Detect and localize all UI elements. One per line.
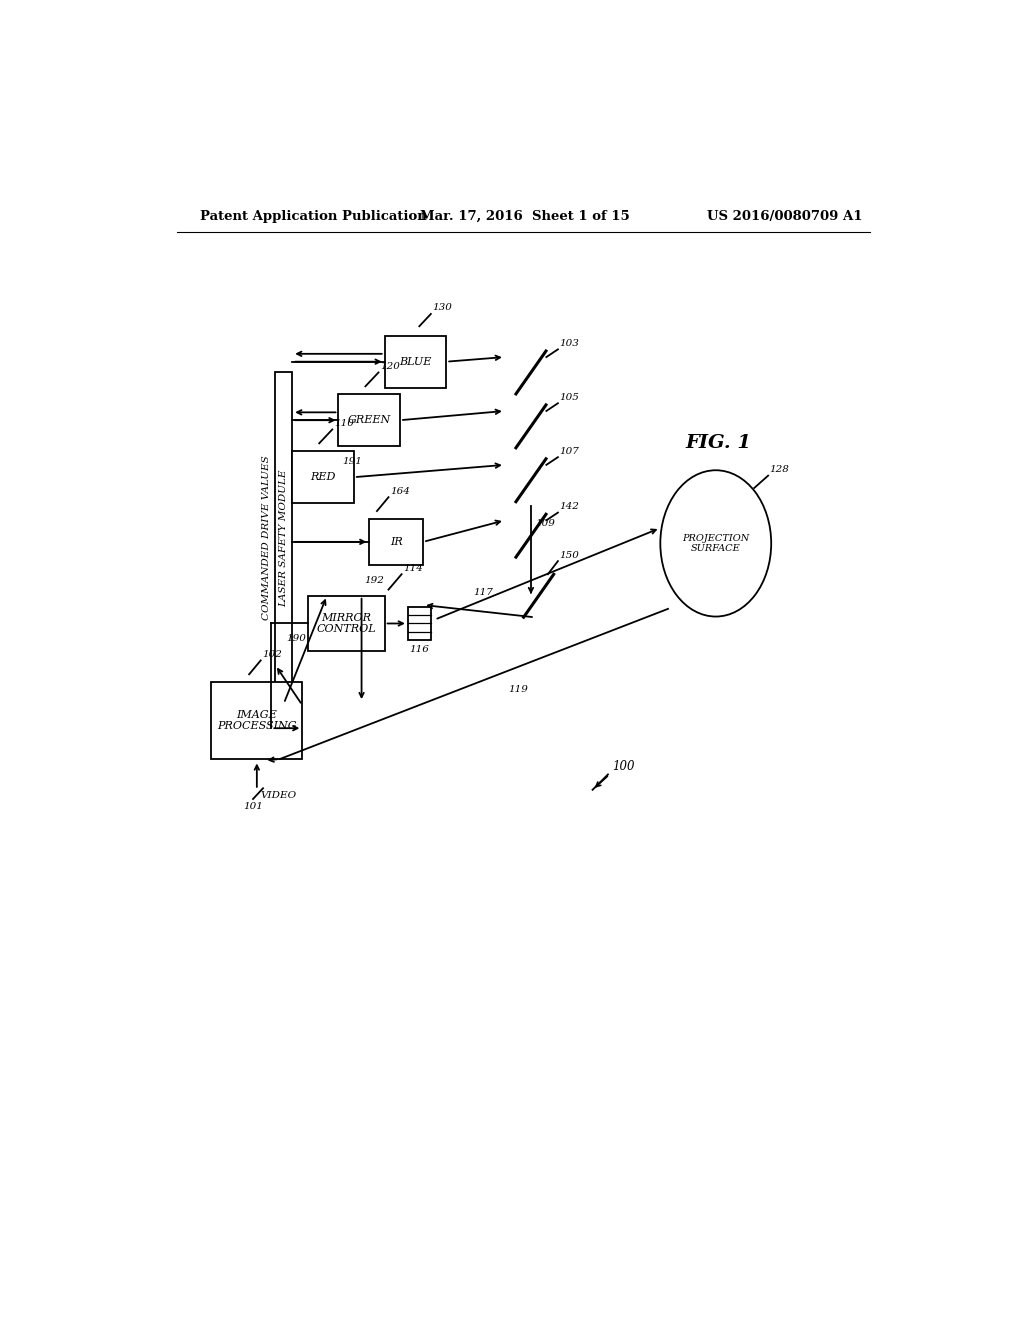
Text: 110: 110 bbox=[334, 418, 353, 428]
Text: 105: 105 bbox=[559, 393, 580, 401]
Text: 114: 114 bbox=[403, 564, 423, 573]
Ellipse shape bbox=[660, 470, 771, 616]
Text: 150: 150 bbox=[559, 550, 580, 560]
Text: 103: 103 bbox=[559, 339, 580, 348]
Text: FIG. 1: FIG. 1 bbox=[685, 434, 751, 453]
Text: MIRROR
CONTROL: MIRROR CONTROL bbox=[316, 612, 376, 635]
Text: LASER SAFETY MODULE: LASER SAFETY MODULE bbox=[280, 470, 289, 607]
Text: GREEN: GREEN bbox=[347, 416, 391, 425]
Text: Mar. 17, 2016  Sheet 1 of 15: Mar. 17, 2016 Sheet 1 of 15 bbox=[420, 210, 630, 223]
Text: 119: 119 bbox=[508, 685, 527, 694]
Text: COMMANDED DRIVE VALUES: COMMANDED DRIVE VALUES bbox=[261, 455, 270, 620]
Text: 107: 107 bbox=[559, 446, 580, 455]
Text: 120: 120 bbox=[380, 362, 400, 371]
Text: 164: 164 bbox=[390, 487, 410, 496]
Text: IMAGE
PROCESSING: IMAGE PROCESSING bbox=[217, 710, 297, 731]
Text: 116: 116 bbox=[410, 645, 429, 655]
Bar bbox=[275, 372, 292, 704]
Bar bbox=[292, 451, 354, 503]
Text: VIDEO: VIDEO bbox=[261, 792, 297, 800]
Text: 117: 117 bbox=[473, 589, 494, 597]
Text: 192: 192 bbox=[365, 576, 385, 585]
Text: 101: 101 bbox=[243, 803, 263, 810]
Text: 130: 130 bbox=[432, 304, 453, 313]
Text: 100: 100 bbox=[611, 760, 634, 774]
Text: 142: 142 bbox=[559, 502, 580, 511]
Bar bbox=[307, 595, 385, 651]
Text: 128: 128 bbox=[770, 465, 790, 474]
Bar bbox=[408, 607, 431, 640]
Text: 109: 109 bbox=[535, 519, 555, 528]
Text: US 2016/0080709 A1: US 2016/0080709 A1 bbox=[707, 210, 862, 223]
Text: BLUE: BLUE bbox=[399, 356, 432, 367]
Text: Patent Application Publication: Patent Application Publication bbox=[200, 210, 427, 223]
Bar bbox=[370, 519, 423, 565]
Text: 102: 102 bbox=[262, 649, 282, 659]
Bar bbox=[339, 395, 400, 446]
Text: IR: IR bbox=[390, 537, 402, 546]
Bar bbox=[385, 335, 446, 388]
Bar bbox=[211, 682, 302, 759]
Text: 191: 191 bbox=[342, 457, 362, 466]
Text: RED: RED bbox=[310, 473, 336, 482]
Text: PROJECTION
SURFACE: PROJECTION SURFACE bbox=[682, 533, 750, 553]
Text: 190: 190 bbox=[287, 635, 306, 643]
